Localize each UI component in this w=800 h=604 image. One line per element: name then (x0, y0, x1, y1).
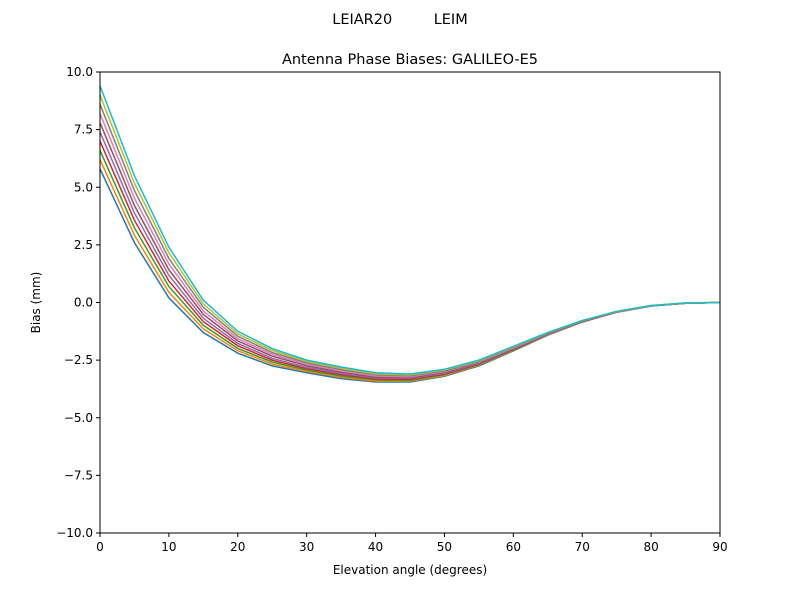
series-line-6 (99, 113, 721, 378)
y-tick-label: 2.5 (74, 238, 93, 252)
series-line-1 (99, 159, 721, 382)
y-tick-label: 10.0 (66, 65, 93, 79)
x-axis: 0 10 20 30 40 50 60 70 80 90 (96, 533, 728, 554)
y-tick-label: −7.5 (64, 468, 93, 482)
y-tick-label: −2.5 (64, 353, 93, 367)
x-axis-label: Elevation angle (degrees) (333, 563, 487, 577)
series-line-0 (99, 168, 721, 383)
series-line-3 (99, 140, 721, 381)
y-tick-label: −5.0 (64, 411, 93, 425)
suptitle: LEIAR20 LEIM (332, 12, 467, 28)
x-tick-label: 20 (230, 540, 245, 554)
y-axis: −10.0 −7.5 −5.0 −2.5 0.0 2.5 5.0 7.5 10.0 (56, 65, 100, 540)
x-tick-label: 10 (161, 540, 176, 554)
plot-frame (99, 71, 721, 534)
series-line-5 (99, 122, 721, 379)
series-line-7 (99, 104, 721, 377)
x-tick-label: 70 (575, 540, 590, 554)
series-line-8 (99, 94, 721, 376)
y-tick-label: −10.0 (56, 526, 93, 540)
x-tick-label: 50 (437, 540, 452, 554)
series-line-2 (99, 150, 721, 381)
x-tick-label: 30 (299, 540, 314, 554)
x-tick-label: 80 (643, 540, 658, 554)
y-tick-label: 5.0 (74, 180, 93, 194)
x-tick-label: 40 (368, 540, 383, 554)
series-lines (99, 85, 721, 383)
x-tick-label: 90 (712, 540, 727, 554)
y-tick-label: 0.0 (74, 296, 93, 310)
x-tick-label: 60 (506, 540, 521, 554)
x-tick-label: 0 (96, 540, 104, 554)
chart-title: Antenna Phase Biases: GALILEO-E5 (282, 52, 538, 68)
y-axis-label: Bias (mm) (29, 272, 43, 334)
series-line-4 (99, 131, 721, 380)
series-line-9 (99, 85, 721, 375)
y-tick-label: 7.5 (74, 123, 93, 137)
